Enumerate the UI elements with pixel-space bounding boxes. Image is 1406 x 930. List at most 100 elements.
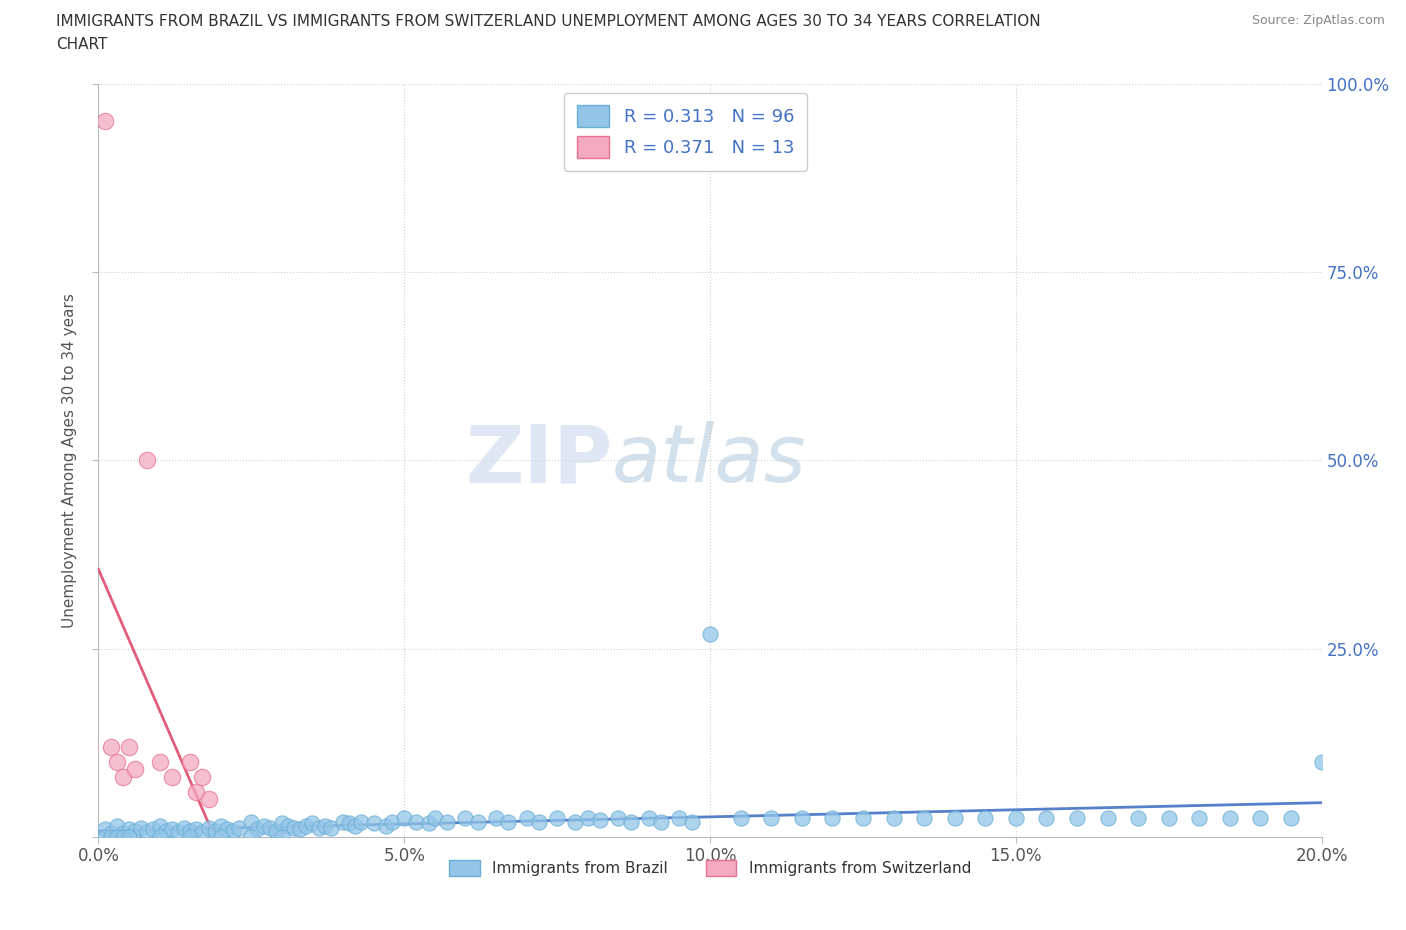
Point xyxy=(699,626,721,641)
Point xyxy=(124,762,146,777)
Point xyxy=(319,820,342,835)
Point xyxy=(332,815,354,830)
Point xyxy=(264,824,287,839)
Point xyxy=(1279,811,1302,826)
Point xyxy=(1066,811,1088,826)
Point xyxy=(381,815,404,830)
Point xyxy=(222,824,245,839)
Point xyxy=(209,830,232,844)
Point xyxy=(1157,811,1180,826)
Point xyxy=(418,816,440,830)
Point xyxy=(1004,811,1026,826)
Point xyxy=(124,824,146,839)
Point xyxy=(228,820,250,835)
Point xyxy=(215,822,238,837)
Point xyxy=(240,830,263,844)
Point xyxy=(454,811,477,826)
Point xyxy=(118,822,141,837)
Point xyxy=(283,820,305,835)
Point xyxy=(191,769,214,784)
Point xyxy=(576,811,599,826)
Point xyxy=(1219,811,1241,826)
Point xyxy=(179,754,201,769)
Point xyxy=(149,754,172,769)
Point xyxy=(173,820,195,835)
Point xyxy=(912,811,935,826)
Point xyxy=(186,822,208,837)
Text: CHART: CHART xyxy=(56,37,108,52)
Point xyxy=(160,769,183,784)
Point xyxy=(1097,811,1119,826)
Point xyxy=(149,818,172,833)
Point xyxy=(974,811,997,826)
Point xyxy=(314,818,336,833)
Point xyxy=(118,739,141,754)
Point xyxy=(350,815,373,830)
Point xyxy=(105,754,128,769)
Text: IMMIGRANTS FROM BRAZIL VS IMMIGRANTS FROM SWITZERLAND UNEMPLOYMENT AMONG AGES 30: IMMIGRANTS FROM BRAZIL VS IMMIGRANTS FRO… xyxy=(56,14,1040,29)
Point xyxy=(405,815,427,830)
Point xyxy=(136,825,159,840)
Point xyxy=(308,820,330,835)
Point xyxy=(149,830,172,844)
Point xyxy=(197,792,219,807)
Point xyxy=(527,815,550,830)
Point xyxy=(619,815,641,830)
Point xyxy=(301,816,323,830)
Point xyxy=(100,826,122,841)
Point xyxy=(186,784,208,799)
Point xyxy=(111,769,134,784)
Point xyxy=(344,818,367,833)
Point xyxy=(155,824,177,839)
Point xyxy=(105,818,128,833)
Point xyxy=(197,820,219,835)
Point xyxy=(111,826,134,841)
Point xyxy=(374,818,396,833)
Point xyxy=(496,815,519,830)
Point xyxy=(100,739,122,754)
Point xyxy=(93,822,115,837)
Point xyxy=(516,811,538,826)
Point xyxy=(1128,811,1150,826)
Point xyxy=(1249,811,1271,826)
Point xyxy=(589,813,612,828)
Point xyxy=(1035,811,1057,826)
Text: ZIP: ZIP xyxy=(465,421,612,499)
Point xyxy=(111,830,134,844)
Point xyxy=(564,815,586,830)
Y-axis label: Unemployment Among Ages 30 to 34 years: Unemployment Among Ages 30 to 34 years xyxy=(62,293,77,628)
Point xyxy=(423,811,446,826)
Point xyxy=(730,811,752,826)
Point xyxy=(160,822,183,837)
Point xyxy=(179,830,201,844)
Point xyxy=(142,822,165,837)
Point xyxy=(1188,811,1211,826)
Point xyxy=(93,830,115,844)
Point xyxy=(637,811,661,826)
Point xyxy=(467,815,489,830)
Point xyxy=(943,811,966,826)
Point xyxy=(246,822,269,837)
Point xyxy=(295,818,318,833)
Point xyxy=(270,830,292,844)
Point xyxy=(270,816,292,830)
Point xyxy=(129,820,152,835)
Text: Source: ZipAtlas.com: Source: ZipAtlas.com xyxy=(1251,14,1385,27)
Point xyxy=(607,811,630,826)
Point xyxy=(204,824,226,839)
Point xyxy=(668,811,690,826)
Legend: Immigrants from Brazil, Immigrants from Switzerland: Immigrants from Brazil, Immigrants from … xyxy=(443,854,977,882)
Point xyxy=(337,816,360,830)
Point xyxy=(259,820,281,835)
Point xyxy=(546,811,568,826)
Point xyxy=(290,822,312,837)
Point xyxy=(118,830,141,844)
Point xyxy=(136,453,159,468)
Point xyxy=(100,830,122,844)
Point xyxy=(436,815,458,830)
Point xyxy=(883,811,905,826)
Point xyxy=(681,815,703,830)
Point xyxy=(821,811,844,826)
Point xyxy=(191,825,214,840)
Point xyxy=(485,811,508,826)
